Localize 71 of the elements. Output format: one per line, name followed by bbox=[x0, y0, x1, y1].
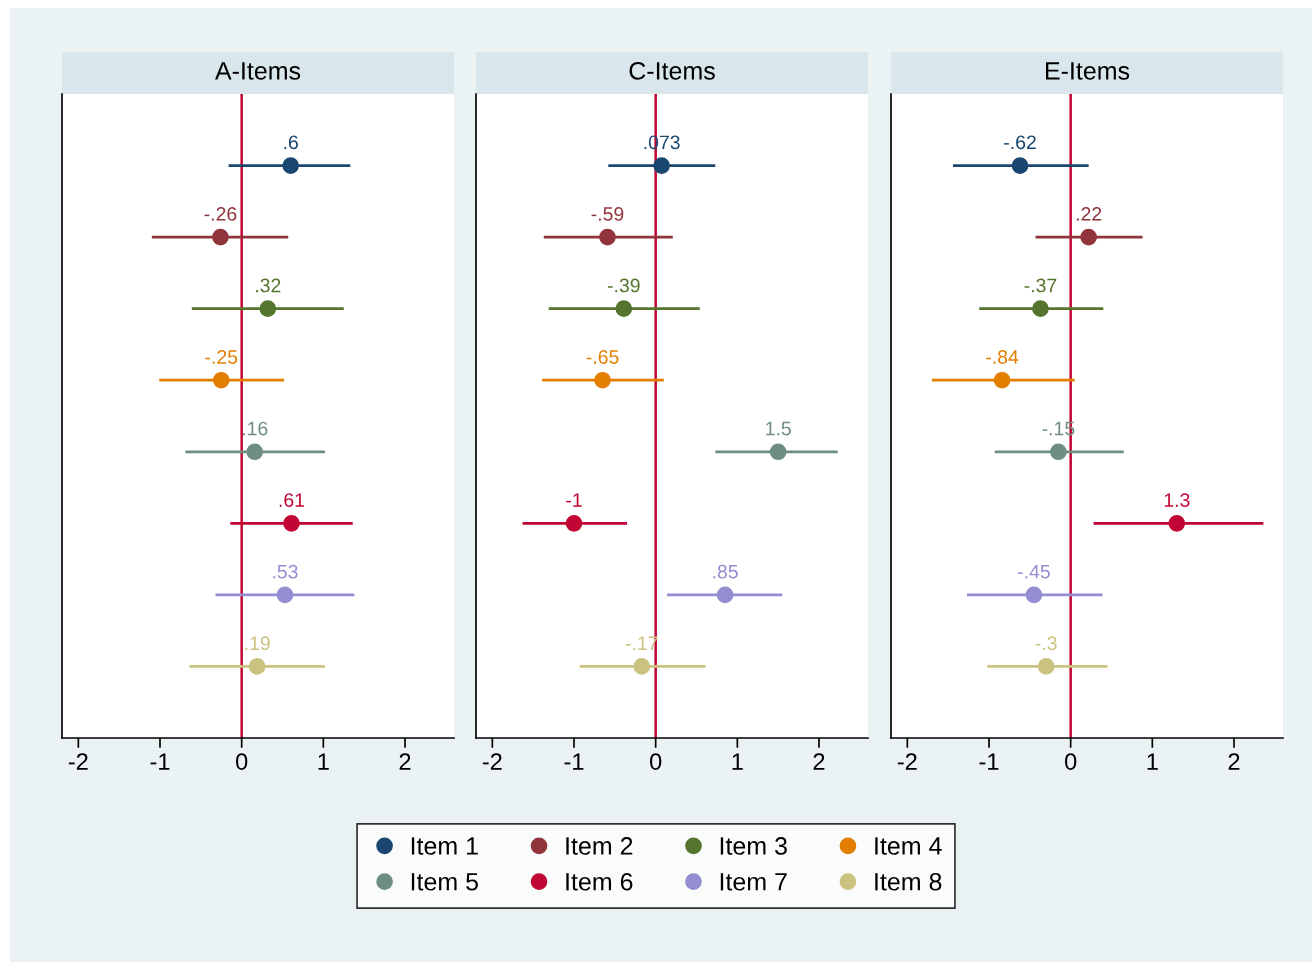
x-tick-label: 1 bbox=[318, 753, 329, 770]
point bbox=[259, 300, 277, 318]
data-label: -.26 bbox=[204, 207, 237, 221]
data-label: -.39 bbox=[607, 278, 640, 293]
point bbox=[1050, 443, 1067, 461]
point bbox=[283, 514, 300, 532]
x-tick-label: 0 bbox=[236, 753, 248, 770]
point bbox=[653, 157, 670, 174]
point bbox=[615, 300, 633, 318]
point bbox=[716, 586, 734, 604]
data-label: 1.5 bbox=[766, 421, 791, 436]
data-label: .6 bbox=[284, 135, 298, 150]
x-tick-label: -2 bbox=[68, 753, 88, 770]
x-tick-label: -1 bbox=[150, 753, 170, 770]
legend-label: Item 8 bbox=[875, 872, 942, 891]
legend-label: Item 5 bbox=[411, 873, 478, 891]
x-tick-label: -1 bbox=[979, 753, 999, 770]
point bbox=[1037, 658, 1055, 675]
point bbox=[565, 514, 583, 532]
x-tick-label: -2 bbox=[897, 753, 917, 770]
point bbox=[599, 228, 616, 246]
point bbox=[212, 228, 229, 246]
data-label: -1 bbox=[566, 493, 582, 507]
legend-label: Item 2 bbox=[566, 837, 633, 855]
x-tick-label: 1 bbox=[1147, 753, 1158, 770]
chart-title: E-Items bbox=[1045, 62, 1130, 80]
point bbox=[246, 443, 264, 461]
data-label: -.84 bbox=[986, 350, 1019, 364]
data-label: -.3 bbox=[1035, 636, 1057, 651]
x-tick-label: 1 bbox=[732, 753, 743, 770]
data-label: -.25 bbox=[205, 350, 238, 364]
data-label: -.62 bbox=[1004, 135, 1036, 150]
point bbox=[276, 586, 294, 604]
data-label: .53 bbox=[273, 564, 298, 579]
data-label: .16 bbox=[242, 421, 268, 436]
point bbox=[1025, 586, 1043, 604]
point bbox=[1080, 228, 1097, 246]
data-label: -.37 bbox=[1024, 278, 1057, 293]
data-label: .22 bbox=[1076, 207, 1102, 221]
point bbox=[1032, 300, 1049, 318]
x-tick-label: 2 bbox=[399, 753, 411, 770]
data-label: -.65 bbox=[586, 350, 619, 364]
point bbox=[993, 371, 1011, 389]
data-label: -.59 bbox=[591, 207, 624, 221]
data-label: 1.3 bbox=[1164, 493, 1190, 507]
x-tick-label: 0 bbox=[1065, 753, 1077, 770]
legend-label: Item 4 bbox=[875, 837, 942, 855]
point bbox=[594, 371, 611, 389]
x-tick-label: 2 bbox=[1228, 753, 1240, 770]
point bbox=[1011, 157, 1029, 174]
chart-title: A-Items bbox=[214, 62, 301, 80]
data-label: .32 bbox=[256, 278, 281, 293]
data-label: .85 bbox=[713, 564, 738, 579]
point bbox=[212, 371, 230, 389]
chart-title: C-Items bbox=[629, 62, 715, 80]
data-label: .19 bbox=[245, 636, 270, 651]
data-label: -.45 bbox=[1018, 564, 1050, 579]
x-tick-label: -1 bbox=[564, 753, 584, 770]
legend-label: Item 1 bbox=[411, 837, 478, 855]
x-tick-label: 2 bbox=[813, 753, 825, 770]
legend-label: Item 3 bbox=[720, 837, 787, 855]
legend-label: Item 7 bbox=[720, 873, 787, 891]
point bbox=[633, 658, 651, 675]
point bbox=[282, 157, 300, 174]
legend-label: Item 6 bbox=[566, 872, 633, 891]
data-label: .61 bbox=[279, 493, 305, 507]
point bbox=[248, 658, 266, 675]
x-tick-label: 0 bbox=[650, 753, 662, 770]
point bbox=[769, 443, 787, 461]
x-tick-label: -2 bbox=[482, 753, 502, 770]
point bbox=[1168, 514, 1186, 532]
